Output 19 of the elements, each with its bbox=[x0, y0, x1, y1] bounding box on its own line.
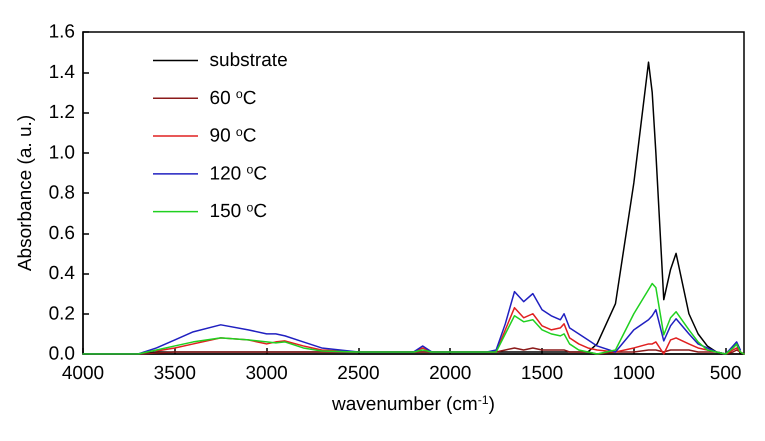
x-tick-label: 2500 bbox=[337, 363, 380, 384]
y-tick-label: 1.0 bbox=[48, 142, 75, 164]
y-tick-label: 1.4 bbox=[48, 62, 76, 83]
y-tick-label: 0.4 bbox=[48, 263, 76, 284]
y-tick-label: 0.0 bbox=[48, 344, 75, 364]
x-tick-label: 2000 bbox=[429, 363, 472, 384]
x-tick-label: 4000 bbox=[62, 363, 104, 384]
x-tick-label: 3000 bbox=[245, 363, 288, 384]
y-tick-label: 0.2 bbox=[48, 303, 75, 324]
x-tick-label: 500 bbox=[710, 363, 742, 384]
x-tick-label: 1000 bbox=[612, 363, 655, 384]
y-axis-title: Absorbance (a. u.) bbox=[15, 114, 36, 272]
y-tick-label: 0.6 bbox=[48, 222, 75, 244]
x-tick-label: 3500 bbox=[154, 363, 196, 384]
legend-label: substrate bbox=[210, 50, 288, 71]
y-tick-label: 1.6 bbox=[48, 22, 75, 42]
x-tick-label: 1500 bbox=[520, 363, 564, 384]
y-tick-label: 1.2 bbox=[48, 102, 75, 123]
y-tick-label: 0.8 bbox=[48, 182, 75, 204]
